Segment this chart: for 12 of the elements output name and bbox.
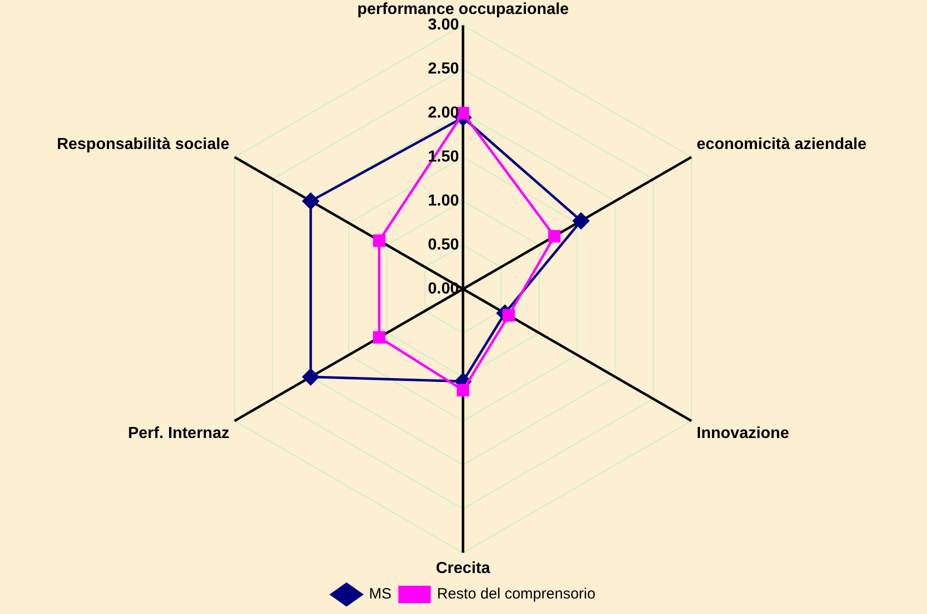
y-tick-label: 3.00 [428,16,460,34]
spoke-label: Innovazione [696,424,790,442]
y-tick-label: 2.50 [428,60,460,78]
spoke-label: Perf. Internaz [128,424,230,442]
legend-label: MS [369,586,392,603]
y-tick-label: 1.00 [428,192,460,210]
spoke-label: Responsabilità sociale [56,136,230,153]
y-tick-label: 0.50 [428,236,460,254]
spoke-label: economicità aziendale [696,136,867,153]
spoke-label: Crecita [436,560,490,577]
spoke-label: performance occupazionale [357,1,569,18]
legend-label: Resto del comprensorio [437,586,596,603]
